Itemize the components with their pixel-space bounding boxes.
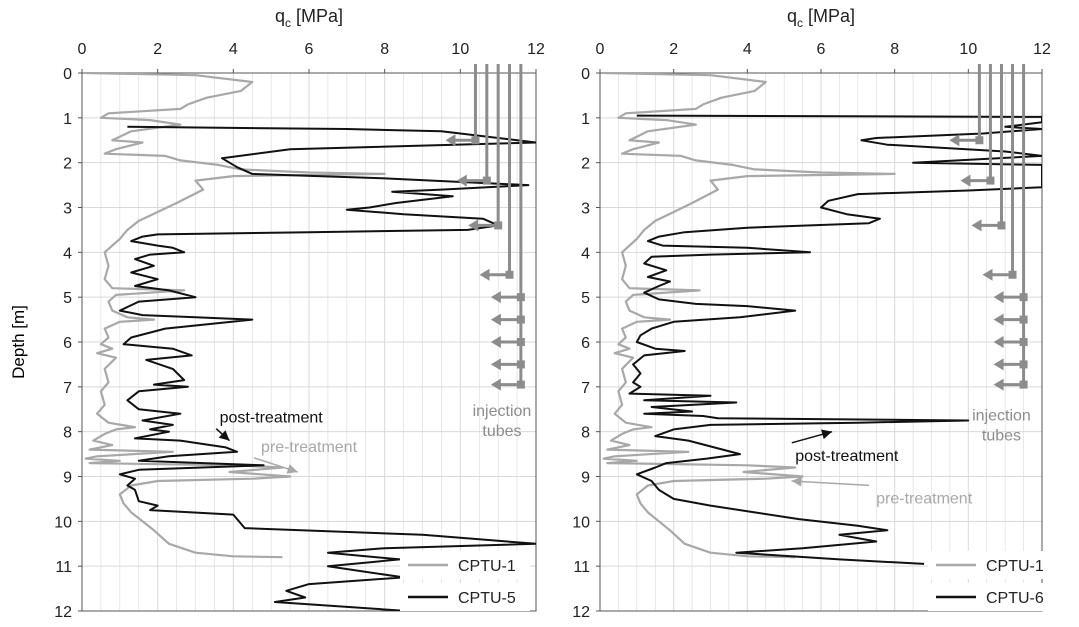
y-tick-label: 6 <box>581 335 590 352</box>
x-tick-label: 6 <box>305 41 314 58</box>
injection-arrow-head <box>479 268 490 281</box>
injection-arrow-head <box>490 291 501 304</box>
injection-arrow-head <box>960 174 971 187</box>
injection-arrow-head <box>468 219 479 232</box>
y-tick-label: 1 <box>63 111 72 128</box>
annotation-arrow-head <box>821 429 833 440</box>
y-tick-label: 8 <box>581 425 590 442</box>
x-tick-label: 4 <box>229 41 238 58</box>
injection-arrow-head <box>949 134 960 147</box>
y-tick-label: 9 <box>63 470 72 487</box>
x-axis-label: qc [MPa] <box>275 6 343 30</box>
y-tick-label: 3 <box>581 201 590 218</box>
annotation-label: injection <box>972 407 1031 424</box>
injection-arrow-head <box>993 313 1004 326</box>
injection-arrow-head <box>993 291 1004 304</box>
legend-entry-cptu-1: CPTU-1 <box>986 558 1044 575</box>
x-axis-label-symbol: q <box>787 6 797 26</box>
injection-arrow-head <box>490 313 501 326</box>
annotation-label: post-treatment <box>220 410 324 427</box>
legend-entry-cptu-6: CPTU-6 <box>986 590 1044 607</box>
x-axis-label-subscript: c <box>285 16 291 30</box>
x-tick-label: 8 <box>890 41 899 58</box>
x-axis-label-unit: [MPa] <box>291 6 343 26</box>
annotation-label: pre-treatment <box>261 439 358 456</box>
y-tick-label: 12 <box>572 604 590 621</box>
x-tick-label: 12 <box>527 41 545 58</box>
injection-arrow-head <box>445 134 456 147</box>
y-tick-label: 0 <box>581 66 590 83</box>
injection-arrow-head <box>456 174 467 187</box>
y-tick-label: 8 <box>63 425 72 442</box>
annotation-label: post-treatment <box>795 448 899 465</box>
annotation-arrow-head <box>218 430 230 441</box>
annotation-arrow-head <box>286 464 298 474</box>
x-tick-label: 6 <box>817 41 826 58</box>
y-axis-label: Depth [m] <box>9 305 28 379</box>
series-line-cptu-1 <box>602 73 896 559</box>
series-line-cptu-1 <box>84 73 386 559</box>
annotation-label: injection <box>473 403 532 420</box>
injection-arrow-head <box>993 378 1004 391</box>
y-tick-label: 4 <box>63 245 72 262</box>
y-tick-label: 6 <box>63 335 72 352</box>
injection-arrow-head <box>993 358 1004 371</box>
annotation-arrow-head <box>791 476 802 487</box>
y-tick-label: 5 <box>63 290 72 307</box>
y-tick-label: 11 <box>55 559 72 576</box>
annotation-label: tubes <box>982 428 1021 445</box>
y-tick-label: 7 <box>581 380 590 397</box>
x-tick-label: 2 <box>669 41 678 58</box>
x-tick-label: 4 <box>743 41 752 58</box>
y-tick-label: 4 <box>581 245 590 262</box>
x-tick-label: 10 <box>451 41 469 58</box>
y-tick-label: 10 <box>572 514 590 531</box>
y-tick-label: 2 <box>581 156 590 173</box>
legend-entry-cptu-5: CPTU-5 <box>458 590 516 607</box>
series-line-cptu-5 <box>118 125 536 611</box>
y-tick-label: 9 <box>581 470 590 487</box>
y-tick-label: 1 <box>581 111 590 128</box>
series-line-cptu-6 <box>628 114 1042 565</box>
y-tick-label: 3 <box>63 201 72 218</box>
x-axis-label: qc [MPa] <box>787 6 855 30</box>
x-axis-label-unit: [MPa] <box>803 6 855 26</box>
y-tick-label: 12 <box>54 604 72 621</box>
x-tick-label: 8 <box>380 41 389 58</box>
injection-arrow-head <box>993 336 1004 348</box>
x-tick-label: 12 <box>1033 41 1051 58</box>
x-axis-label-symbol: q <box>275 6 285 26</box>
annotation-arrow-shaft <box>791 480 870 487</box>
y-tick-label: 2 <box>63 156 72 173</box>
x-tick-label: 0 <box>596 41 605 58</box>
y-tick-label: 10 <box>54 514 72 531</box>
x-tick-label: 0 <box>78 41 87 58</box>
injection-arrow-head <box>490 378 501 391</box>
y-tick-label: 0 <box>63 66 72 83</box>
y-tick-label: 7 <box>63 380 72 397</box>
injection-arrow-head <box>982 268 993 281</box>
x-tick-label: 10 <box>959 41 977 58</box>
y-tick-label: 11 <box>573 559 590 576</box>
injection-arrow-head <box>490 336 501 348</box>
injection-arrow-head <box>490 358 501 371</box>
annotation-label: tubes <box>482 423 521 440</box>
x-axis-label-subscript: c <box>797 16 803 30</box>
x-tick-label: 2 <box>153 41 162 58</box>
annotation-label: pre-treatment <box>876 490 973 507</box>
y-tick-label: 5 <box>581 290 590 307</box>
legend-entry-cptu-1: CPTU-1 <box>458 558 516 575</box>
injection-arrow-head <box>971 219 982 232</box>
